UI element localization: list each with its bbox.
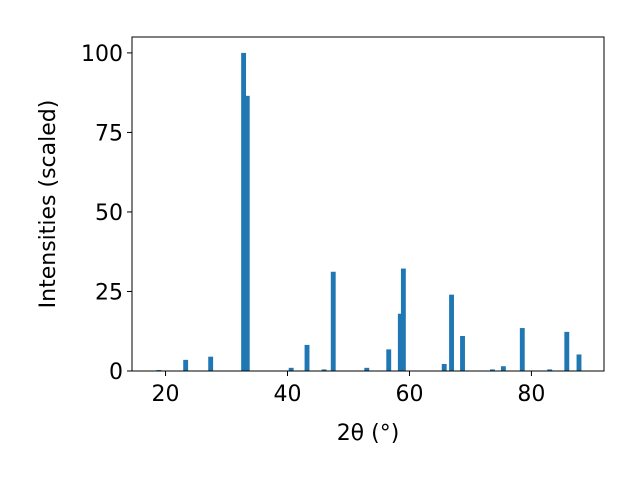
- plot-frame: [131, 36, 605, 372]
- bar: [183, 359, 189, 371]
- y-tick-label: 50: [95, 201, 123, 226]
- bar: [304, 344, 310, 371]
- bar: [500, 366, 506, 371]
- x-tick-label: 60: [395, 382, 423, 407]
- y-tick-label: 0: [109, 360, 123, 385]
- bar: [519, 328, 525, 371]
- x-tick-label: 20: [152, 382, 180, 407]
- bar: [288, 367, 294, 371]
- x-tick-label: 80: [517, 382, 545, 407]
- bar: [400, 268, 406, 371]
- y-tick-label: 100: [81, 42, 123, 67]
- x-axis-label: 2θ (°): [337, 421, 400, 446]
- bar: [208, 356, 214, 371]
- bar: [241, 52, 247, 372]
- bar: [441, 364, 447, 371]
- bar: [489, 369, 495, 371]
- bar: [547, 369, 553, 371]
- y-axis-label: Intensities (scaled): [36, 100, 61, 309]
- bar: [386, 349, 392, 371]
- bar: [364, 367, 370, 371]
- bar: [460, 336, 465, 371]
- y-tick-label: 75: [95, 121, 123, 146]
- y-tick-label: 25: [95, 280, 123, 305]
- bar: [449, 294, 454, 371]
- bar: [244, 95, 250, 371]
- x-tick-label: 40: [274, 382, 302, 407]
- bar: [397, 313, 403, 371]
- bar: [564, 331, 570, 371]
- bar: [576, 354, 582, 371]
- bar: [330, 271, 336, 371]
- bar: [321, 369, 327, 371]
